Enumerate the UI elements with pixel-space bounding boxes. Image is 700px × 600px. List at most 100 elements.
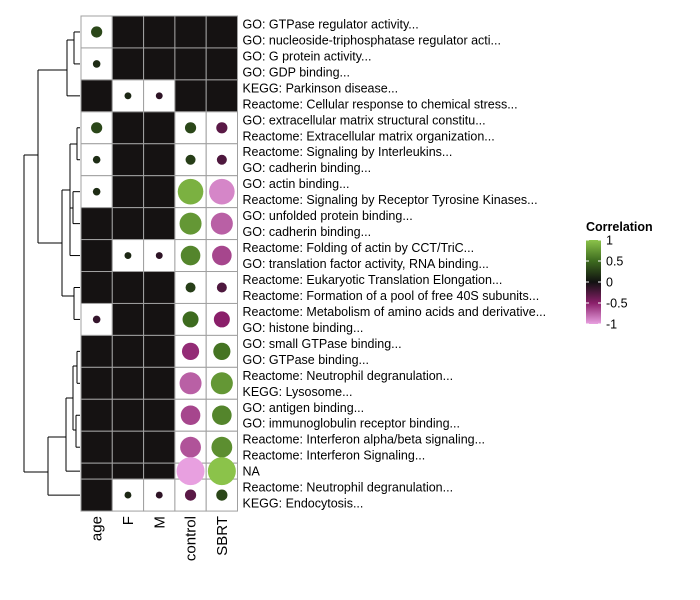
tile: [80, 207, 113, 241]
tile: [80, 47, 113, 81]
heatmap-tiles: [80, 15, 238, 512]
tile: [143, 175, 176, 209]
correlation-dot: [177, 178, 204, 205]
correlation-dot: [91, 122, 103, 134]
correlation-dot: [184, 122, 197, 134]
correlation-dot: [124, 491, 132, 499]
row-label: Reactome: Neutrophil degranulation...: [243, 481, 454, 495]
tile: [111, 271, 145, 304]
tile: [111, 366, 145, 400]
row-label: GO: immunoglobulin receptor binding...: [243, 417, 460, 431]
correlation-dot: [207, 457, 236, 486]
row-label: Reactome: Formation of a pool of free 40…: [243, 289, 540, 303]
correlation-dot: [155, 491, 163, 499]
tile: [111, 430, 145, 464]
row-label: GO: G protein activity...: [243, 49, 372, 63]
tile: [174, 47, 207, 81]
correlation-dot: [179, 372, 202, 395]
row-label: GO: actin binding...: [243, 177, 350, 191]
row-label: GO: nucleoside-triphosphatase regulator …: [243, 33, 501, 47]
row-label: Reactome: Extracellular matrix organizat…: [243, 129, 495, 143]
row-label: Reactome: Folding of actin by CCT/TriC..…: [243, 241, 475, 255]
correlation-dot: [176, 457, 205, 486]
correlation-dot: [209, 178, 235, 205]
correlation-dot: [184, 489, 197, 501]
tile: [111, 462, 145, 480]
tile: [111, 15, 145, 49]
correlation-dot: [213, 311, 230, 328]
correlation-dot: [216, 282, 227, 293]
tile: [80, 334, 113, 368]
row-label: Reactome: Interferon alpha/beta signalin…: [243, 433, 486, 447]
correlation-dot: [180, 405, 201, 426]
row-label: KEGG: Parkinson disease...: [243, 81, 399, 95]
row-label: Reactome: Signaling by Receptor Tyrosine…: [243, 193, 538, 207]
tile: [143, 462, 176, 480]
correlation-dot: [155, 92, 163, 100]
tile: [143, 302, 176, 336]
correlation-dot: [180, 245, 201, 266]
tile: [80, 398, 113, 432]
row-label: GO: antigen binding...: [243, 401, 365, 415]
correlation-dot: [216, 122, 228, 134]
tile: [205, 47, 238, 81]
tile: [143, 47, 176, 81]
row-label: GO: small GTPase binding...: [243, 337, 402, 351]
row-dendrogram: [23, 31, 80, 496]
row-label: Reactome: Metabolism of amino acids and …: [243, 305, 547, 319]
correlation-dot: [124, 92, 132, 100]
tile: [80, 79, 113, 113]
tile: [143, 15, 176, 49]
row-labels: GO: GTPase regulator activity... GO: nucl…: [243, 17, 547, 510]
legend-tick-label: -0.5: [606, 297, 628, 311]
tile: [143, 334, 176, 368]
tile: [111, 302, 145, 336]
tile: [143, 207, 176, 241]
column-label: control: [183, 516, 200, 561]
row-label: NA: [243, 465, 261, 479]
tile: [80, 366, 113, 400]
tile: [111, 47, 145, 81]
row-label: GO: unfolded protein binding...: [243, 209, 413, 223]
row-label: Reactome: Eukaryotic Translation Elongat…: [243, 273, 503, 287]
row-label: GO: GTPase binding...: [243, 353, 369, 367]
correlation-dot: [212, 405, 232, 426]
tile: [80, 462, 113, 480]
correlation-dot: [210, 212, 233, 235]
tile: [143, 366, 176, 400]
tile: [111, 334, 145, 368]
legend-tick-label: 1: [606, 234, 613, 248]
correlation-dot: [181, 342, 200, 360]
column-label: age: [89, 516, 106, 541]
correlation-dot: [92, 155, 101, 164]
correlation-dot: [216, 154, 227, 165]
row-label: Reactome: Neutrophil degranulation...: [243, 369, 454, 383]
row-label: KEGG: Lysosome...: [243, 385, 353, 399]
correlation-dot: [212, 245, 232, 266]
correlation-dot: [124, 252, 132, 259]
tile: [80, 239, 113, 273]
correlation-dot: [211, 436, 233, 458]
tile: [143, 271, 176, 304]
tile: [111, 398, 145, 432]
correlation-dot: [179, 212, 202, 235]
legend-tick-label: 0.5: [606, 255, 623, 269]
tile: [143, 398, 176, 432]
column-label: M: [151, 516, 168, 529]
tile: [205, 15, 238, 49]
legend-title: Correlation: [586, 220, 653, 234]
legend-tick-label: 0: [606, 276, 613, 290]
tile: [80, 430, 113, 464]
correlation-dot: [185, 282, 196, 293]
tile: [143, 111, 176, 145]
tile: [174, 79, 207, 113]
row-label: Reactome: Cellular response to chemical …: [243, 97, 518, 111]
correlation-dot: [213, 342, 231, 360]
tile: [143, 143, 176, 177]
tile: [111, 175, 145, 209]
tile: [174, 15, 207, 49]
row-label: Reactome: Signaling by Interleukins...: [243, 145, 453, 159]
legend-colorbar: [586, 240, 601, 324]
tile: [80, 271, 113, 304]
